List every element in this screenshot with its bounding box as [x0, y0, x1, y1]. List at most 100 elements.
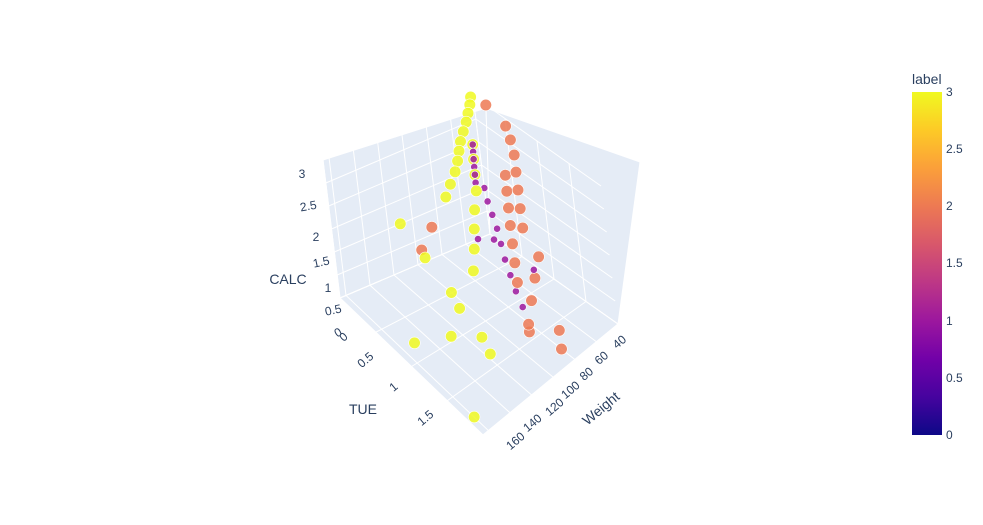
data-point-label-3[interactable] — [470, 184, 483, 197]
data-point-label-3[interactable] — [408, 336, 421, 350]
y-axis-title: TUE — [349, 401, 377, 417]
data-point-label-2[interactable] — [508, 148, 521, 162]
data-point-label-2[interactable] — [553, 324, 566, 337]
data-point-label-3[interactable] — [468, 222, 481, 236]
gridline-y — [472, 95, 491, 235]
colorbar-tick: 1 — [946, 314, 953, 328]
scene-3d — [322, 90, 641, 436]
data-point-label-2[interactable] — [511, 276, 524, 289]
data-point-label-3[interactable] — [468, 203, 481, 216]
gridline-x — [352, 147, 371, 286]
data-point-label-1[interactable] — [512, 287, 520, 296]
data-point-label-2[interactable] — [425, 221, 438, 234]
data-points — [394, 90, 568, 424]
data-point-label-1[interactable] — [488, 210, 497, 219]
data-point-label-1[interactable] — [518, 303, 527, 311]
data-point-label-1[interactable] — [497, 239, 505, 248]
data-point-label-3[interactable] — [467, 264, 480, 278]
data-point-label-2[interactable] — [500, 185, 513, 198]
data-point-label-2[interactable] — [516, 221, 529, 235]
data-point-label-3[interactable] — [484, 347, 497, 361]
gridline-x — [400, 126, 419, 265]
x-tick: 120 — [542, 395, 567, 419]
data-point-label-1[interactable] — [501, 255, 509, 264]
data-point-label-3[interactable] — [451, 154, 464, 168]
gridline-z — [325, 118, 477, 184]
colorbar — [912, 92, 942, 435]
data-point-label-2[interactable] — [555, 342, 568, 356]
z-axis-line — [322, 159, 341, 299]
data-point-label-2[interactable] — [508, 256, 521, 269]
data-point-label-3[interactable] — [419, 251, 432, 264]
gridline-z — [322, 95, 474, 161]
y-tick: 0 — [336, 329, 350, 344]
data-point-label-1[interactable] — [529, 265, 538, 274]
y-tick: 0.5 — [355, 349, 377, 371]
data-point-label-3[interactable] — [468, 243, 481, 256]
x-tick: 40 — [610, 332, 629, 352]
data-point-label-2[interactable] — [479, 98, 492, 112]
data-point-label-3[interactable] — [475, 331, 489, 344]
data-point-label-2[interactable] — [525, 294, 538, 307]
data-point-label-1[interactable] — [490, 235, 498, 244]
x-tick: 60 — [592, 348, 611, 368]
data-point-label-2[interactable] — [499, 169, 512, 182]
data-point-label-1[interactable] — [469, 155, 478, 164]
gridline-y — [339, 233, 491, 299]
data-point-label-2[interactable] — [502, 201, 515, 215]
data-point-label-2[interactable] — [511, 183, 525, 197]
data-point-label-2[interactable] — [504, 219, 517, 232]
data-point-label-3[interactable] — [468, 410, 481, 424]
y-tick: 1 — [386, 379, 400, 394]
data-point-label-2[interactable] — [504, 133, 517, 146]
colorbar-tick: 0 — [946, 428, 953, 442]
data-point-label-2[interactable] — [514, 202, 527, 215]
x-tick: 80 — [577, 364, 596, 384]
gridline-y — [536, 140, 555, 280]
data-point-label-1[interactable] — [506, 271, 515, 280]
gridline-y — [411, 278, 555, 367]
data-point-label-1[interactable] — [483, 197, 492, 206]
data-point-label-3[interactable] — [445, 286, 458, 299]
data-point-label-3[interactable] — [444, 178, 457, 191]
data-point-label-1[interactable] — [468, 140, 477, 149]
z-tick: 2 — [313, 230, 320, 244]
data-point-label-1[interactable] — [474, 235, 482, 243]
z-tick: 1 — [325, 281, 332, 295]
data-point-label-2[interactable] — [522, 318, 535, 331]
gridline-x — [424, 116, 443, 255]
gridline-x — [328, 157, 347, 296]
z-tick: 0.5 — [324, 301, 344, 318]
gridline-y — [568, 163, 587, 302]
gridline-z — [336, 210, 488, 276]
data-point-label-2[interactable] — [532, 250, 545, 263]
z-tick: 1.5 — [312, 253, 332, 270]
data-point-label-2[interactable] — [499, 119, 512, 133]
colorbar-tick: 2 — [946, 199, 953, 213]
gridline-x — [376, 136, 395, 276]
z-tick: 3 — [299, 167, 306, 181]
colorbar-title: label — [912, 71, 942, 87]
z-axis-title: CALC — [269, 271, 306, 287]
data-point-label-2[interactable] — [528, 272, 542, 285]
data-point-label-2[interactable] — [509, 166, 523, 179]
z-tick: 2.5 — [299, 198, 318, 215]
colorbar-tick: 2.5 — [946, 142, 963, 156]
colorbar-tick: 3 — [946, 85, 953, 99]
data-point-label-3[interactable] — [453, 302, 466, 315]
x-tick: 100 — [558, 378, 583, 402]
colorbar-tick: 1.5 — [946, 256, 963, 270]
data-point-label-1[interactable] — [470, 170, 479, 179]
x-axis-line — [482, 323, 619, 436]
gridline-y — [446, 301, 587, 402]
data-point-label-3[interactable] — [445, 330, 458, 343]
data-point-label-2[interactable] — [506, 237, 519, 250]
data-point-label-3[interactable] — [449, 165, 462, 178]
x-tick: 160 — [503, 429, 528, 453]
x-axis-title: Weight — [579, 388, 623, 428]
data-point-label-1[interactable] — [493, 224, 501, 233]
y-tick: 1.5 — [415, 407, 437, 429]
data-point-label-3[interactable] — [439, 190, 452, 204]
data-point-label-3[interactable] — [394, 217, 407, 230]
